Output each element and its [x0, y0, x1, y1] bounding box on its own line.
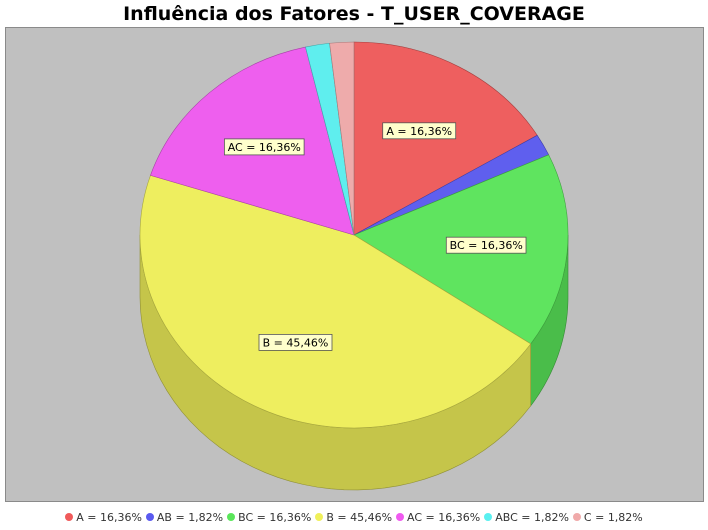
legend-label-ab: AB = 1,82% — [156, 511, 224, 524]
legend-item-ac: AC = 16,36% — [396, 511, 480, 524]
chart-title: Influência dos Fatores - T_USER_COVERAGE — [123, 3, 585, 25]
chart-legend: A = 16,36% AB = 1,82% BC = 16,36% B = 45,46… — [0, 511, 708, 524]
slice-label-b: B = 45,46% — [258, 333, 333, 351]
legend-item-a: A = 16,36% — [65, 511, 142, 524]
legend-swatch-a — [65, 513, 74, 521]
legend-item-abc: ABC = 1,82% — [484, 511, 569, 524]
legend-label-b: B = 45,46% — [326, 511, 393, 524]
slice-label-bc: BC = 16,36% — [445, 236, 527, 254]
slice-labels: A = 16,36% BC = 16,36% B = 45,46% AC = 16,3… — [223, 122, 527, 351]
legend-label-ac: AC = 16,36% — [407, 511, 481, 524]
legend-item-bc: BC = 16,36% — [227, 511, 311, 524]
legend-item-ab: AB = 1,82% — [145, 511, 224, 524]
slice-label-text-a: A = 16,36% — [386, 125, 452, 138]
legend-label-abc: ABC = 1,82% — [495, 511, 569, 524]
legend-swatch-ac — [396, 513, 405, 521]
slice-label-text-b: B = 45,46% — [263, 336, 329, 349]
legend-swatch-abc — [484, 513, 493, 521]
legend-swatch-ab — [145, 513, 154, 521]
slice-label-a: A = 16,36% — [382, 122, 457, 140]
legend-label-a: A = 16,36% — [76, 511, 142, 524]
legend-label-bc: BC = 16,36% — [238, 511, 312, 524]
slice-label-ac: AC = 16,36% — [223, 138, 305, 156]
legend-item-b: B = 45,46% — [315, 511, 392, 524]
pie-slice-b[interactable] — [139, 174, 532, 429]
legend-swatch-bc — [227, 513, 236, 521]
pie-chart: A = 16,36% BC = 16,36% B = 45,46% AC = 16,3… — [139, 41, 569, 491]
legend-swatch-b — [315, 513, 324, 521]
legend-swatch-c — [572, 513, 581, 521]
legend-item-c: C = 1,82% — [572, 511, 643, 524]
slice-label-text-ac: AC = 16,36% — [228, 141, 301, 154]
pie-slice-c[interactable] — [329, 41, 355, 236]
slice-label-text-bc: BC = 16,36% — [450, 239, 523, 252]
legend-label-c: C = 1,82% — [583, 511, 643, 524]
pie-slices — [139, 41, 569, 429]
